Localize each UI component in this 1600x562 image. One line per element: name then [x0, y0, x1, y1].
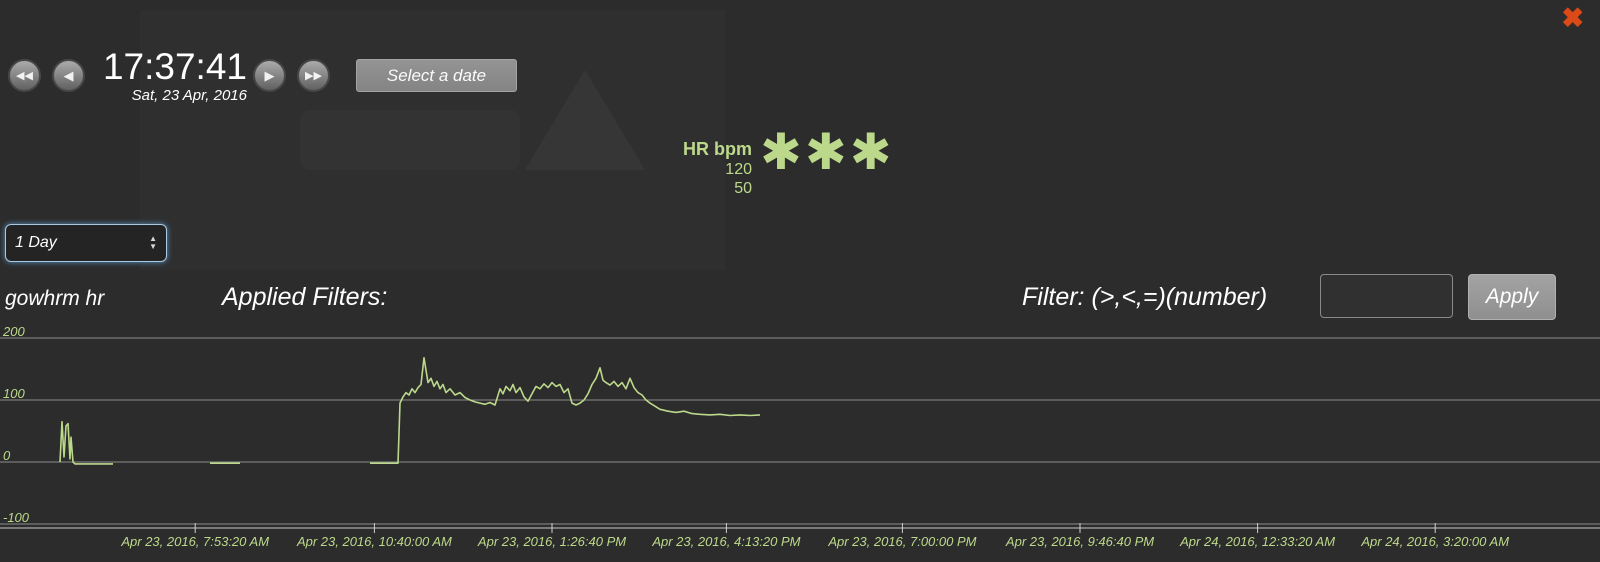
close-button[interactable]: ✖ — [1555, 4, 1590, 33]
x-axis-label: Apr 24, 2016, 12:33:20 AM — [1180, 534, 1336, 549]
hr-lower-value: 50 — [734, 179, 752, 197]
x-axis-label: Apr 23, 2016, 10:40:00 AM — [296, 534, 452, 549]
x-axis-label: Apr 23, 2016, 4:13:20 PM — [652, 534, 801, 549]
next-day-button[interactable]: ▶ — [253, 59, 286, 93]
x-axis-label: Apr 23, 2016, 1:26:40 PM — [477, 534, 627, 549]
y-axis-label: 0 — [3, 448, 11, 463]
y-axis-label: 200 — [3, 324, 25, 339]
filter-input[interactable] — [1320, 274, 1453, 318]
apply-button[interactable]: Apply — [1468, 274, 1556, 320]
hr-chart: 200 100 0 -100 Apr 23, 2016, 7:53:20 AM Apr 2… — [0, 324, 1600, 562]
time-display: 17:37:41 Sat, 23 Apr, 2016 — [93, 46, 247, 104]
x-axis-label: Apr 23, 2016, 9:46:40 PM — [1005, 534, 1155, 549]
hr-line-series — [59, 420, 113, 465]
current-date: Sat, 23 Apr, 2016 — [131, 86, 247, 104]
hr-series-label: HR bpm — [683, 139, 752, 159]
filter-hint-label: Filter: (>,<,=)(number) — [1022, 283, 1268, 311]
hr-line-series — [370, 356, 761, 464]
x-axis-label: Apr 24, 2016, 3:20:00 AM — [1361, 534, 1510, 549]
range-select-dropdown[interactable]: 1 Day ▲ ▼ — [5, 224, 167, 262]
select-stepper-icon: ▲ ▼ — [149, 234, 157, 251]
hr-upper-value: 120 — [725, 160, 752, 178]
current-time: 17:37:41 — [102, 46, 247, 87]
range-select-value: 1 Day — [15, 234, 57, 251]
fast-forward-button[interactable]: ▶▶ — [297, 59, 330, 93]
date-navigation-bar: ◀◀ ◀ 17:37:41 Sat, 23 Apr, 2016 ▶ ▶▶ Sel… — [8, 46, 517, 104]
series-name-label: gowhrm hr — [5, 287, 105, 310]
hr-chart-plot — [0, 337, 1600, 533]
watermark-mountain-shape — [525, 70, 645, 170]
hr-legend-values: HR bpm 120 50 — [676, 139, 752, 198]
select-date-button[interactable]: Select a date — [356, 59, 517, 93]
hr-legend: HR bpm 120 50 ✱✱✱ — [676, 127, 895, 198]
y-axis-label: -100 — [3, 510, 30, 525]
fast-backward-button[interactable]: ◀◀ — [8, 59, 41, 93]
previous-day-button[interactable]: ◀ — [52, 59, 85, 93]
applied-filters-label: Applied Filters: — [222, 283, 388, 311]
x-axis-label: Apr 23, 2016, 7:53:20 AM — [121, 534, 270, 549]
watermark-text-shape — [300, 110, 520, 170]
hr-asterisks-icon: ✱✱✱ — [760, 124, 895, 180]
y-axis-label: 100 — [3, 386, 25, 401]
x-axis-label: Apr 23, 2016, 7:00:00 PM — [828, 534, 977, 549]
